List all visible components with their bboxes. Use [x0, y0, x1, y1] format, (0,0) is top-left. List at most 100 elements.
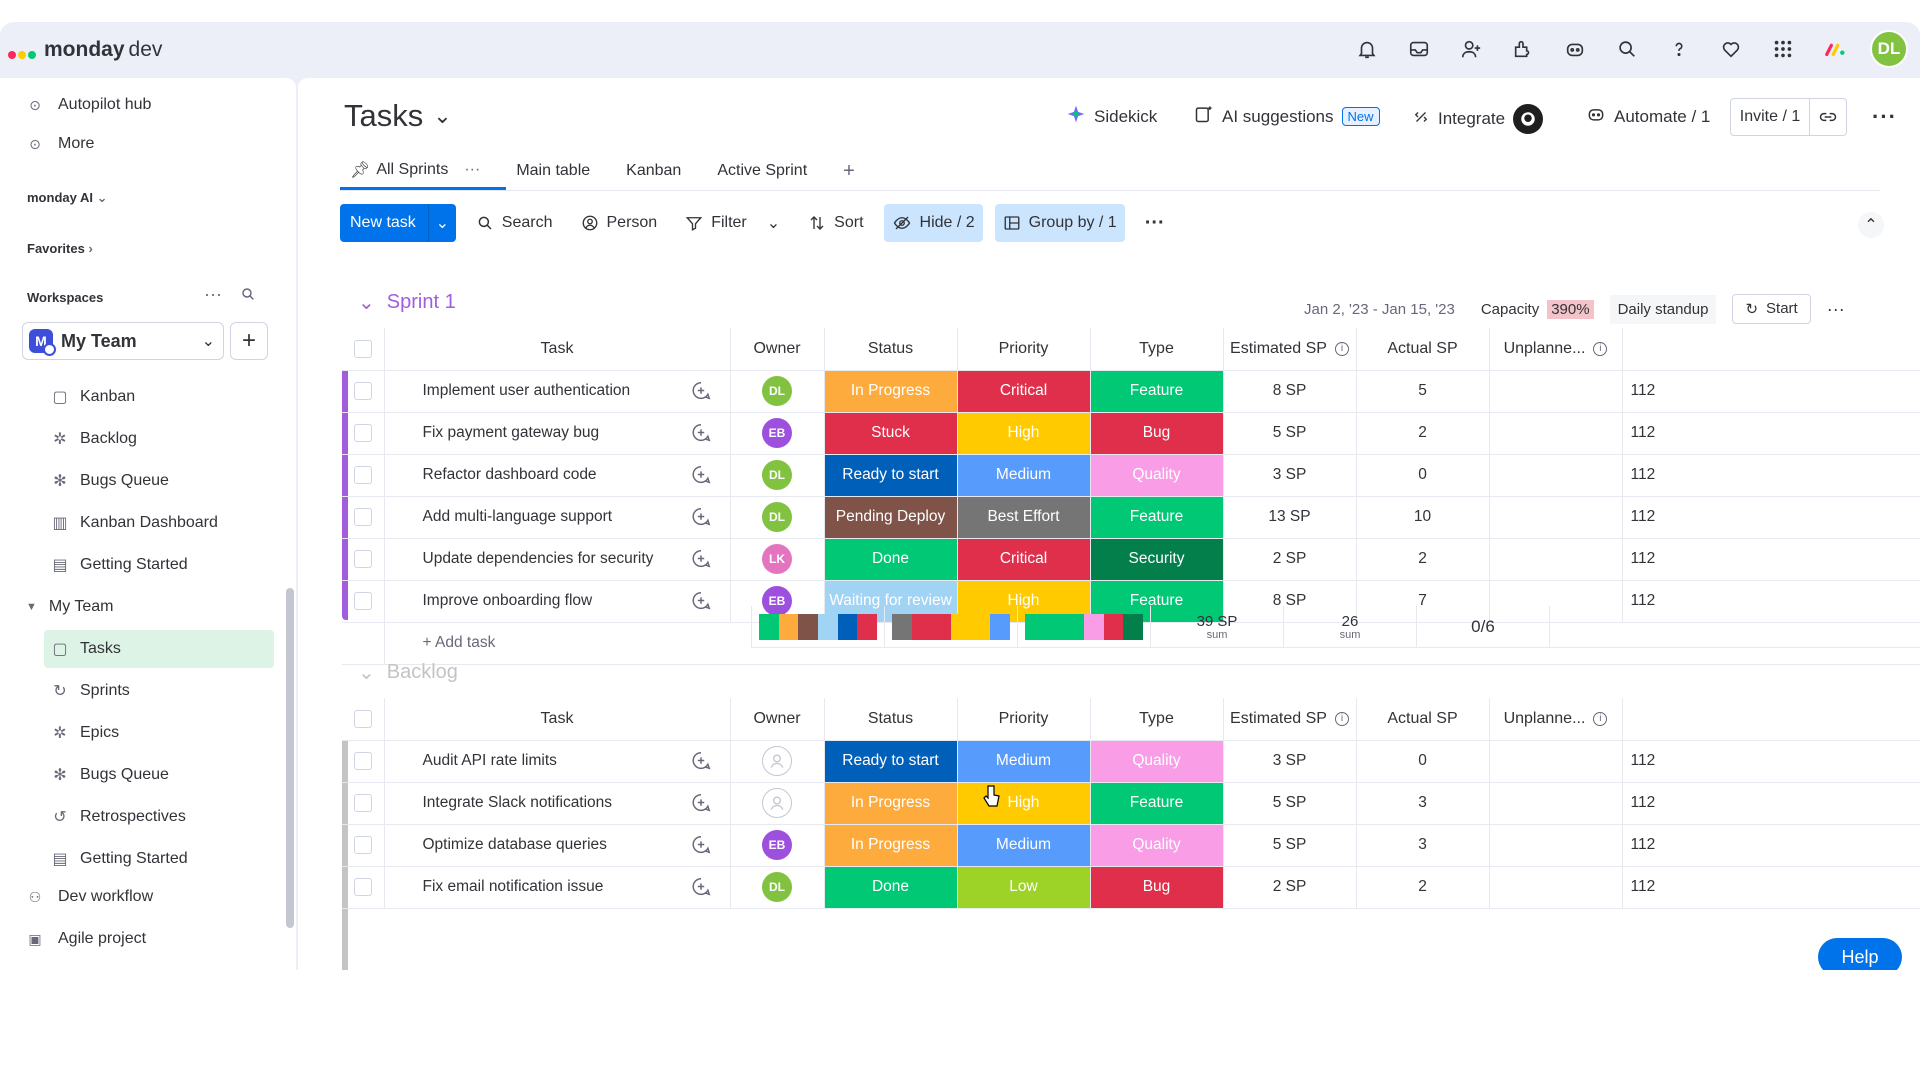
owner-cell[interactable]: DL	[729, 866, 825, 909]
estimated-sp-cell[interactable]: 13 SP	[1223, 496, 1357, 539]
priority-cell[interactable]: High	[957, 412, 1091, 455]
unplanned-cell[interactable]	[1489, 370, 1623, 413]
row-checkbox[interactable]	[342, 370, 385, 413]
priority-cell[interactable]: Critical	[957, 370, 1091, 413]
status-cell[interactable]: In Progress	[824, 782, 958, 825]
unplanned-cell[interactable]	[1489, 454, 1623, 497]
type-cell[interactable]: Quality	[1090, 824, 1224, 867]
brand[interactable]: monday dev	[8, 38, 162, 62]
collapse-header-icon[interactable]: ⌃	[1858, 212, 1884, 238]
table-row[interactable]: Add multi-language support DL Pending Depl…	[342, 496, 1920, 539]
sidebar-item-bugs-queue[interactable]: ✻ Bugs Queue	[44, 462, 274, 500]
table-row[interactable]: Audit API rate limits Ready to start Mediu…	[342, 740, 1920, 783]
unplanned-cell[interactable]	[1489, 412, 1623, 455]
type-cell[interactable]: Feature	[1090, 370, 1224, 413]
task-name-cell[interactable]: Fix email notification issue	[384, 866, 730, 909]
column-header-type[interactable]: Type	[1090, 328, 1224, 371]
task-name-cell[interactable]: Improve onboarding flow	[384, 580, 730, 623]
owner-cell[interactable]: EB	[729, 824, 825, 867]
help-button[interactable]: Help	[1818, 938, 1902, 970]
estimated-sp-cell[interactable]: 3 SP	[1223, 740, 1357, 783]
type-cell[interactable]: Bug	[1090, 412, 1224, 455]
row-checkbox[interactable]	[342, 454, 385, 497]
column-header-task[interactable]: Task	[384, 328, 730, 371]
column-header-priority[interactable]: Priority	[957, 698, 1091, 741]
extra-cell[interactable]: 112	[1622, 538, 1920, 581]
row-checkbox[interactable]	[342, 538, 385, 581]
extra-cell[interactable]: 112	[1622, 740, 1920, 783]
table-row[interactable]: Implement user authentication DL In Progre…	[342, 370, 1920, 413]
group-header-backlog[interactable]: ⌄ Backlog	[358, 660, 458, 685]
person-filter-button[interactable]: Person	[573, 204, 666, 242]
actual-sp-cell[interactable]: 2	[1356, 538, 1490, 581]
row-checkbox[interactable]	[342, 412, 385, 455]
daily-standup-button[interactable]: Daily standup	[1609, 294, 1717, 324]
sidebar-item-epics[interactable]: ✲ Epics	[44, 714, 274, 752]
help-icon[interactable]	[1662, 32, 1696, 66]
row-checkbox[interactable]	[342, 740, 385, 783]
extra-cell[interactable]: 112	[1622, 412, 1920, 455]
table-row[interactable]: Fix email notification issue DL Done Low Bug…	[342, 866, 1920, 909]
toolbar-more-icon[interactable]: ···	[1144, 211, 1165, 234]
info-icon[interactable]: i	[1593, 341, 1608, 356]
tab-all-sprints[interactable]: 📌︎ All Sprints ···	[340, 152, 507, 190]
sidebar-item-autopilot-hub[interactable]: ⊙ Autopilot hub	[26, 96, 151, 114]
workspaces-search-icon[interactable]	[240, 286, 256, 307]
priority-cell[interactable]: Low	[957, 866, 1091, 909]
type-cell[interactable]: Quality	[1090, 740, 1224, 783]
unplanned-cell[interactable]	[1489, 782, 1623, 825]
extra-cell[interactable]: 112	[1622, 370, 1920, 413]
unplanned-cell[interactable]	[1489, 580, 1623, 623]
group-header-sprint-1[interactable]: ⌄ Sprint 1	[358, 290, 456, 315]
table-row[interactable]: Refactor dashboard code DL Ready to start M…	[342, 454, 1920, 497]
workspace-selector[interactable]: M My Team ⌄	[22, 322, 224, 360]
estimated-sp-cell[interactable]: 5 SP	[1223, 782, 1357, 825]
column-header-actual-sp[interactable]: Actual SP	[1356, 698, 1490, 741]
type-cell[interactable]: Bug	[1090, 866, 1224, 909]
task-name-cell[interactable]: Fix payment gateway bug	[384, 412, 730, 455]
info-icon[interactable]: i	[1593, 711, 1608, 726]
integrate-button[interactable]: Integrate	[1412, 104, 1544, 134]
extra-cell[interactable]: 112	[1622, 866, 1920, 909]
apps-icon[interactable]	[1506, 32, 1540, 66]
task-name-cell[interactable]: Update dependencies for security	[384, 538, 730, 581]
priority-cell[interactable]: Medium	[957, 740, 1091, 783]
owner-cell[interactable]: DL	[729, 370, 825, 413]
sidekick-button[interactable]: Sidekick	[1066, 104, 1157, 129]
extra-cell[interactable]: 112	[1622, 454, 1920, 497]
column-header-owner[interactable]: Owner	[729, 698, 825, 741]
priority-cell[interactable]: High	[957, 782, 1091, 825]
info-icon[interactable]: i	[1334, 341, 1349, 356]
unplanned-cell[interactable]	[1489, 824, 1623, 867]
add-update-icon[interactable]	[690, 590, 712, 612]
select-all-checkbox[interactable]	[342, 328, 385, 371]
tab-active-sprint[interactable]: Active Sprint	[707, 152, 833, 190]
board-title[interactable]: Tasks ⌄	[344, 98, 452, 134]
type-cell[interactable]: Security	[1090, 538, 1224, 581]
sidebar-item-backlog[interactable]: ✲ Backlog	[44, 420, 274, 458]
table-row[interactable]: Fix payment gateway bug EB Stuck High Bug 5 S…	[342, 412, 1920, 455]
extra-cell[interactable]: 112	[1622, 580, 1920, 623]
new-task-button[interactable]: New task ⌄	[340, 204, 456, 242]
info-icon[interactable]: i	[1334, 711, 1349, 726]
column-header-unplanned[interactable]: Unplanne... i	[1489, 328, 1623, 371]
estimated-sp-cell[interactable]: 2 SP	[1223, 866, 1357, 909]
invite-members-icon[interactable]	[1454, 32, 1488, 66]
chevron-down-icon[interactable]: ⌄	[766, 215, 781, 232]
column-header-estimated-sp[interactable]: Estimated SP i	[1223, 328, 1357, 371]
sidebar-item-bugs-queue-2[interactable]: ✻ Bugs Queue	[44, 756, 274, 794]
task-name-cell[interactable]: Refactor dashboard code	[384, 454, 730, 497]
board-more-icon[interactable]: ···	[1872, 104, 1897, 129]
actual-sp-cell[interactable]: 2	[1356, 866, 1490, 909]
owner-cell[interactable]: DL	[729, 496, 825, 539]
extra-cell[interactable]: 112	[1622, 782, 1920, 825]
add-update-icon[interactable]	[690, 506, 712, 528]
priority-cell[interactable]: Critical	[957, 538, 1091, 581]
search-icon[interactable]	[1610, 32, 1644, 66]
owner-cell[interactable]: LK	[729, 538, 825, 581]
estimated-sp-cell[interactable]: 3 SP	[1223, 454, 1357, 497]
inbox-icon[interactable]	[1402, 32, 1436, 66]
column-header-unplanned[interactable]: Unplanne... i	[1489, 698, 1623, 741]
add-update-icon[interactable]	[690, 548, 712, 570]
column-header-task[interactable]: Task	[384, 698, 730, 741]
